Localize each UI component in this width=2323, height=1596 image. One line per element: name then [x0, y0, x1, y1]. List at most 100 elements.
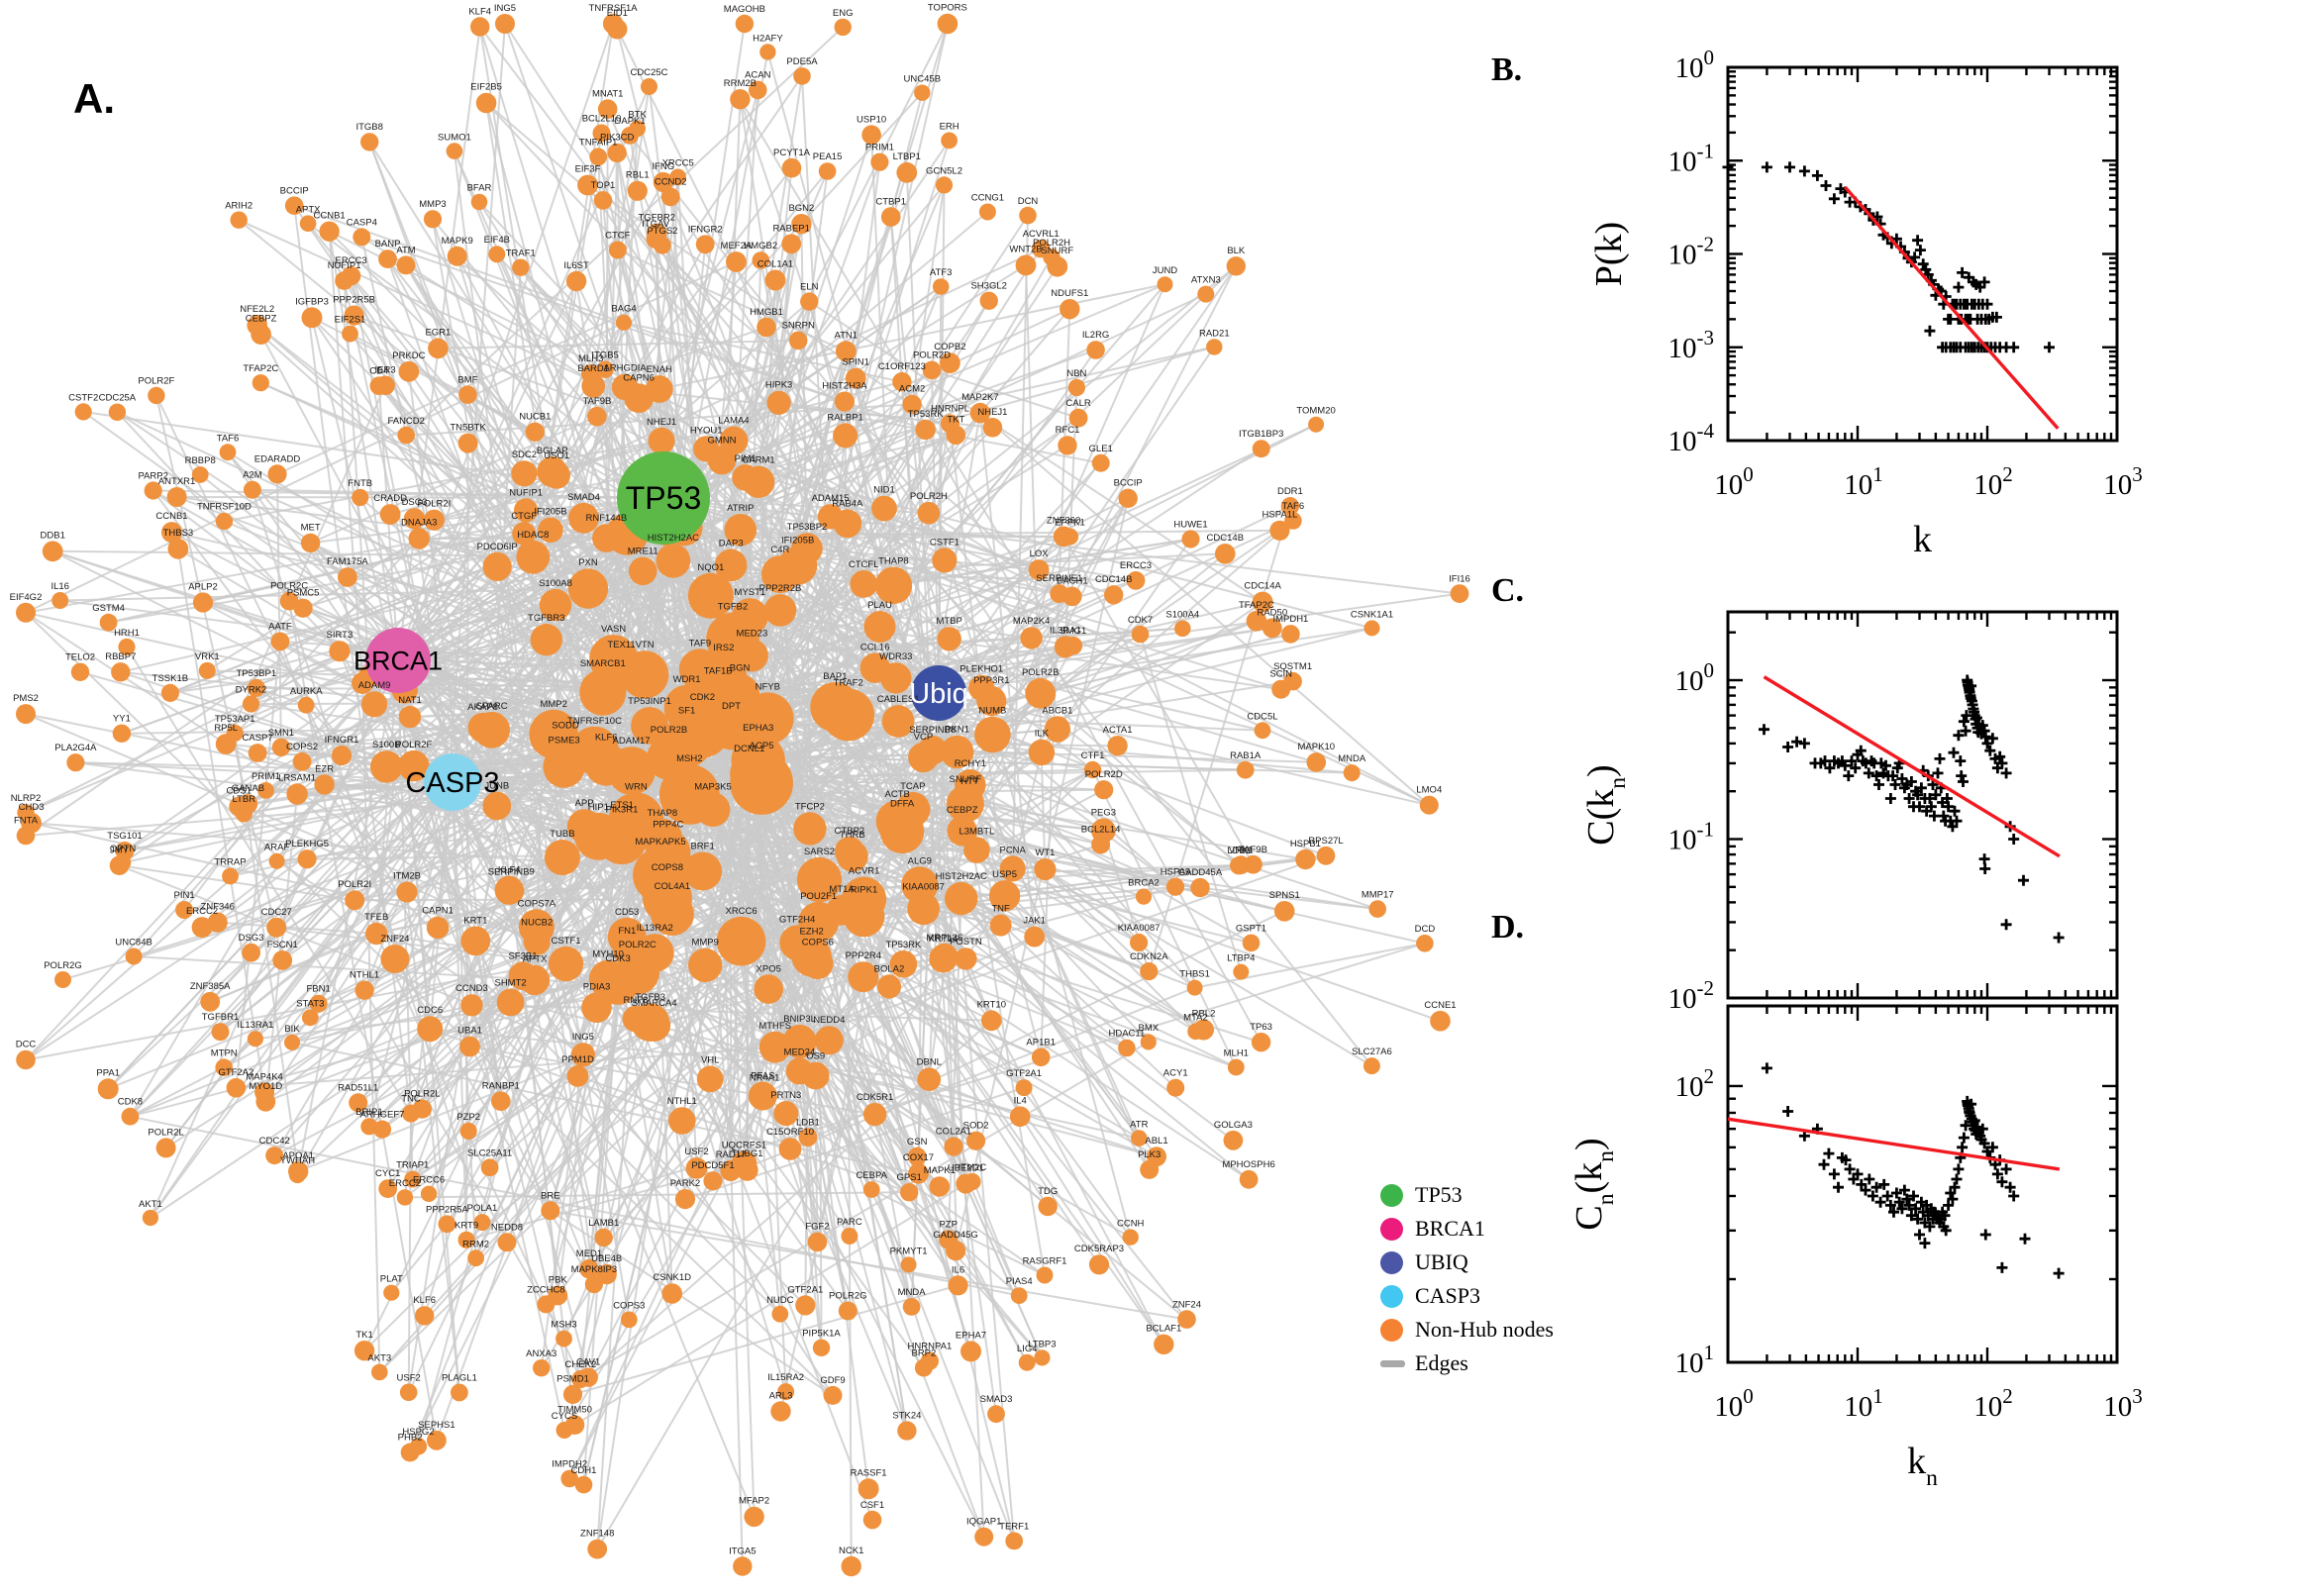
network-node-label: RRM2B: [724, 78, 757, 89]
network-node: [1034, 1349, 1051, 1366]
network-node-label: UBA1: [457, 1026, 482, 1037]
network-node: [1140, 1034, 1157, 1050]
network-node: [781, 234, 802, 254]
network-node: [733, 1556, 753, 1576]
network-node-label: S100B: [372, 740, 401, 750]
network-node: [121, 1107, 140, 1126]
network-node: [798, 1128, 818, 1147]
network-node-label: WT1: [1035, 848, 1055, 858]
network-node-label: DDR1: [1277, 486, 1303, 497]
network-edge: [722, 676, 756, 1517]
legend-label: CASP3: [1415, 1283, 1481, 1308]
network-node: [777, 1383, 795, 1401]
network-node: [757, 317, 776, 338]
legend: TP53 BRCA1 UBIQ CASP3 Non-Hub nodes Edges: [1380, 1178, 1554, 1380]
network-edge: [411, 978, 609, 1180]
hub-node-casp3: [424, 753, 481, 811]
network-node-label: SHMT2: [494, 977, 526, 988]
network-node: [279, 591, 299, 611]
network-node: [408, 528, 430, 549]
tick-label: 10-2: [1668, 233, 1715, 271]
network-node-label: ERH: [940, 122, 960, 133]
network-node: [823, 1385, 843, 1405]
network-node: [763, 594, 797, 627]
network-node-label: RPS27L: [1308, 836, 1343, 847]
network-edge: [938, 627, 1372, 694]
network-node: [329, 641, 351, 662]
network-node-label: ELN: [800, 281, 819, 292]
network-node-label: CSNK1A1: [1351, 609, 1393, 620]
network-node-label: TRIAP1: [396, 1160, 429, 1171]
network-node: [663, 684, 710, 731]
network-node: [114, 854, 132, 871]
network-edge: [452, 768, 1246, 783]
network-node: [1166, 1078, 1185, 1097]
network-node: [661, 1283, 682, 1304]
network-node-label: NEDD8: [491, 1222, 523, 1233]
legend-dot-casp3: [1380, 1284, 1403, 1308]
network-node: [338, 567, 357, 587]
network-node: [488, 246, 506, 263]
tick-label: 10-1: [1668, 818, 1715, 856]
network-node: [608, 241, 627, 259]
network-node: [744, 1506, 764, 1528]
network-node-label: ATN1: [835, 330, 858, 341]
network-edge: [25, 659, 399, 1061]
network-edge: [636, 971, 925, 1369]
network-node-label: IQGAP1: [966, 1517, 1001, 1528]
network-edge: [938, 692, 960, 1286]
network-node: [1174, 620, 1191, 638]
network-node: [415, 1306, 435, 1326]
network-node-label: IMPDH2: [552, 1459, 587, 1470]
network-node: [1186, 979, 1203, 996]
network-node: [1226, 256, 1247, 276]
network-node-label: LDB2: [1227, 846, 1251, 856]
network-node: [371, 1363, 388, 1381]
network-node: [51, 592, 69, 609]
network-node: [1281, 625, 1300, 644]
network-node: [592, 524, 621, 552]
network-node-label: TNFRSF1A: [589, 3, 639, 14]
network-node-label: POLR2I: [418, 499, 452, 510]
network-node-label: STAT3: [296, 998, 324, 1009]
network-node: [892, 372, 912, 392]
network-node: [577, 174, 598, 196]
network-node-label: BRCA2: [1128, 878, 1160, 889]
network-node-label: TAF6: [217, 433, 240, 444]
network-node-label: ZNF24: [380, 934, 409, 945]
network-node-label: POLR2G: [44, 960, 82, 971]
network-node-label: IL6: [952, 1264, 964, 1275]
network-node: [344, 305, 364, 326]
network-node: [594, 1228, 613, 1247]
network-node-label: POLR2L: [404, 1089, 440, 1100]
network-node-label: PIAS4: [1006, 1276, 1033, 1287]
fit-line: [1844, 185, 2060, 430]
network-node: [1368, 900, 1386, 918]
network-node-label: CDK8: [118, 1097, 143, 1108]
network-node: [593, 191, 613, 210]
network-node-label: NUFIP1: [509, 487, 543, 498]
network-node-label: HSPA1L: [1262, 510, 1298, 521]
network-node-label: KRT14: [929, 934, 958, 945]
network-node: [438, 1215, 456, 1234]
network-node-label: CDS1: [227, 786, 252, 797]
network-node-label: WRN: [625, 782, 648, 793]
network-node-label: PLEKHO1: [960, 664, 1003, 675]
network-node: [299, 215, 317, 232]
network-node: [375, 375, 395, 396]
network-node-label: FANCD2: [387, 416, 424, 427]
network-node: [874, 566, 913, 605]
network-node-label: PDCD6IP: [477, 542, 518, 552]
network-node: [460, 994, 483, 1017]
network-node: [252, 374, 269, 392]
network-node: [793, 812, 827, 846]
network-node-label: SCIN: [1269, 669, 1292, 680]
network-node: [589, 148, 608, 166]
network-node-label: ITGB8: [355, 122, 382, 133]
network-node: [378, 1179, 398, 1198]
network-edge: [704, 768, 1093, 966]
network-node: [770, 1401, 791, 1422]
network-node-label: NLRP2: [11, 793, 42, 804]
network-node: [627, 180, 648, 201]
